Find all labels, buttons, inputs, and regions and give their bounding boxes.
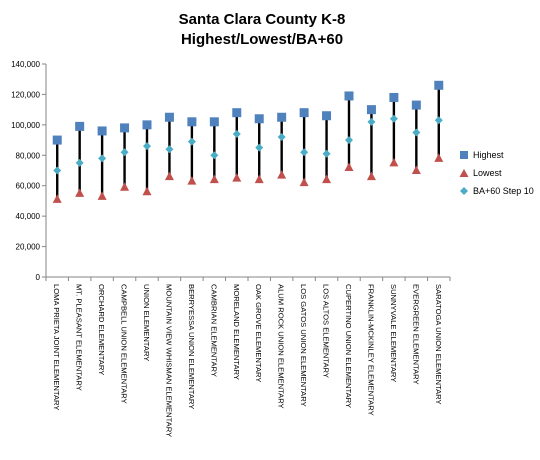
marker-highest [299,108,309,118]
marker-lowest [142,186,152,196]
marker-ba60 [389,114,398,123]
x-category-label: MT. PLEASANT ELEMENTARY [75,284,84,391]
marker-highest [209,117,219,127]
marker-highest [232,108,242,118]
legend-label-ba60: BA+60 Step 10 [473,186,534,196]
legend-item-ba60: BA+60 Step 10 [460,186,534,196]
marker-highest [389,92,399,102]
y-tick-label: 60,000 [16,182,41,191]
marker-highest [411,100,421,110]
marker-ba60 [187,137,196,146]
chart-title: Santa Clara County K-8 [179,11,346,28]
marker-ba60 [255,143,264,152]
x-category-label: MOUNTAIN VIEW WHISMAN ELEMENTARY [164,284,173,437]
marker-highest [164,112,174,122]
marker-lowest [187,176,197,185]
marker-lowest [366,171,376,181]
chart-subtitle: Highest/Lowest/BA+60 [181,31,343,48]
marker-ba60 [345,136,353,145]
x-category-label: CAMBRIAN ELEMENTARY [209,284,218,377]
marker-lowest [52,194,62,203]
marker-highest [52,135,62,145]
x-category-label: BERRYESSA UNION ELEMENTARY [187,284,196,409]
marker-lowest [97,191,107,200]
marker-highest [120,123,130,133]
x-category-label: OAK GROVE ELEMENTARY [254,284,263,382]
marker-lowest [232,173,242,182]
marker-ba60 [75,158,84,167]
marker-highest [322,111,332,121]
x-category-label: LOS GATOS UNION ELEMENTARY [299,284,308,407]
legend-item-highest: Highest [460,150,504,160]
x-category-label: ORCHARD ELEMENTARY [97,284,106,375]
marker-lowest [389,157,399,167]
y-tick-label: 0 [36,273,41,282]
range-lines [56,85,440,200]
marker-ba60 [434,116,443,125]
marker-ba60 [53,166,62,175]
marker-lowest [411,165,421,174]
x-category-label: EVERGREEN ELEMENTARY [411,284,420,385]
data-markers [52,80,444,203]
legend-marker-lowest [459,169,469,177]
marker-ba60 [232,129,241,138]
axes [42,63,451,281]
marker-ba60 [165,145,174,154]
marker-ba60 [120,148,129,157]
x-category-label: MORELAND ELEMENTARY [232,284,241,380]
x-category-labels: LOMA PRIETA JOINT ELEMENTARY MT. PLEASANT… [52,284,443,437]
marker-ba60 [300,148,309,157]
marker-highest [344,91,354,101]
x-category-label: CUPERTINO UNION ELEMENTARY [344,284,353,408]
marker-ba60 [367,117,376,126]
x-category-label: UNION ELEMENTARY [142,284,151,361]
marker-highest [142,120,152,130]
marker-lowest [299,177,309,187]
marker-highest [277,112,287,122]
marker-highest [187,117,197,127]
marker-ba60 [143,142,151,151]
x-category-label: SARATOGA UNION ELEMENTARY [434,284,443,405]
marker-ba60 [277,133,286,142]
x-category-label: LOMA PRIETA JOINT ELEMENTARY [52,284,61,410]
marker-ba60 [322,149,331,158]
x-category-label: CAMPBELL UNION ELEMENTARY [120,284,129,404]
legend-label-highest: Highest [473,150,504,160]
y-tick-label: 140,000 [11,60,40,69]
x-category-label: LOS ALTOS ELEMENTARY [322,284,331,378]
marker-highest [434,80,444,90]
marker-highest [366,105,376,115]
legend-label-lowest: Lowest [473,168,502,178]
marker-highest [75,121,85,131]
marker-highest [254,114,264,124]
x-category-label: FRANKLIN-MCKINLEY ELEMENTARY [366,284,375,416]
x-category-label: SUNNYVALE ELEMENTARY [389,284,398,382]
marker-lowest [164,171,174,181]
y-tick-label: 100,000 [11,121,40,130]
y-tick-label: 20,000 [16,243,41,252]
legend-item-lowest: Lowest [459,168,502,178]
marker-ba60 [210,151,219,160]
marker-lowest [209,174,219,184]
marker-lowest [344,162,354,171]
marker-lowest [254,174,264,184]
marker-ba60 [412,128,421,137]
marker-ba60 [98,154,107,163]
marker-lowest [75,188,85,197]
marker-lowest [434,153,444,162]
y-tick-label: 40,000 [16,212,41,221]
y-tick-label: 80,000 [16,151,41,160]
legend-marker-highest [460,151,468,159]
y-tick-label: 120,000 [11,90,40,99]
x-category-label: ALUM ROCK UNION ELEMENTARY [277,284,286,409]
y-tick-labels: 0 20,000 40,000 60,000 80,000 100,000 120,000 1… [11,60,40,282]
marker-highest [97,126,107,136]
marker-lowest [277,170,287,179]
marker-lowest [120,182,130,191]
marker-lowest [322,174,332,184]
legend-marker-ba60 [460,187,468,195]
legend: Highest Lowest BA+60 Step 10 [459,150,534,196]
